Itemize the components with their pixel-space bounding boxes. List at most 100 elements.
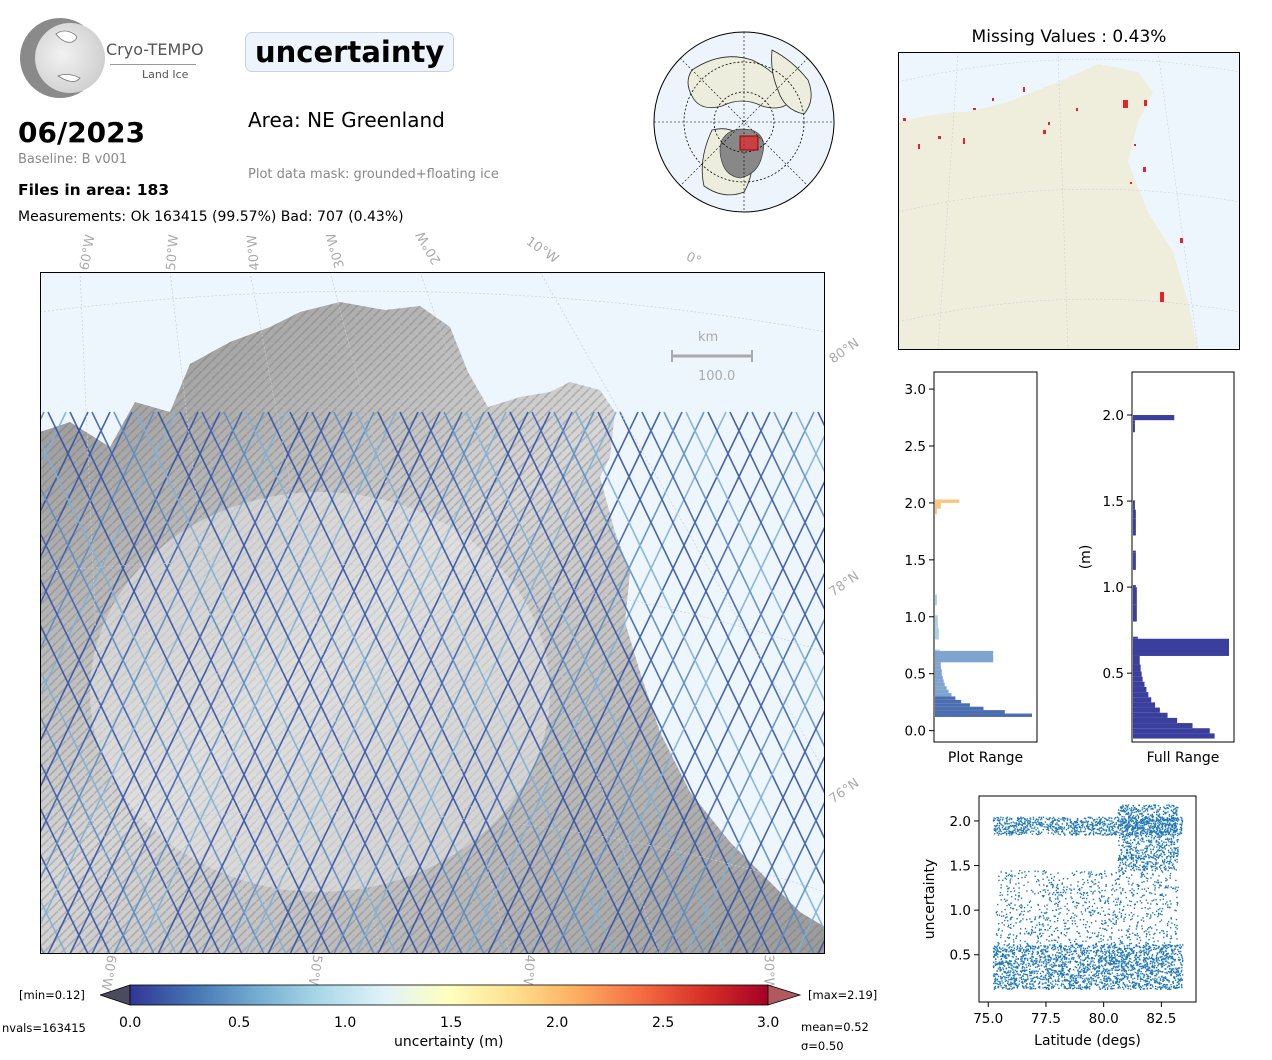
scatter-point: [1114, 967, 1117, 969]
scatter-point: [1077, 987, 1080, 990]
scatter-point: [1157, 909, 1160, 911]
scatter-point: [1136, 826, 1139, 828]
hist-bar: [1133, 676, 1143, 682]
scatter-point: [1162, 898, 1164, 900]
scatter-point: [1143, 954, 1146, 956]
scatter-point: [1105, 819, 1108, 821]
scatter-point: [1142, 920, 1145, 922]
scatter-point: [1000, 816, 1002, 818]
scatter-point: [1147, 845, 1149, 847]
scatter-point: [1051, 877, 1053, 880]
scatter-point: [1024, 959, 1026, 961]
scatter-point: [1061, 950, 1063, 953]
scatter-point: [1168, 860, 1171, 862]
scatter-point: [1153, 933, 1155, 935]
scatter-point: [1021, 975, 1024, 977]
scatter-point: [1166, 986, 1168, 988]
scatter-point: [1151, 813, 1153, 816]
scatter-point: [1023, 884, 1025, 887]
scatter-point: [1150, 949, 1152, 951]
scatter-point: [1130, 869, 1132, 871]
scatter-point: [1135, 811, 1137, 813]
scatter-point: [1138, 866, 1140, 869]
scatter-point: [1058, 974, 1061, 976]
scatter-point: [1047, 924, 1049, 926]
scatter-point: [1103, 817, 1106, 820]
scatter-point: [1077, 964, 1079, 966]
scatter-point: [1126, 955, 1129, 958]
scatter-point: [1105, 977, 1108, 980]
scatter-point: [1141, 815, 1143, 817]
scatter-point: [1181, 969, 1183, 972]
scatter-point: [1118, 963, 1120, 965]
scatter-point: [1077, 823, 1080, 826]
scatter-point: [1039, 908, 1041, 911]
scatter-point: [1032, 963, 1034, 965]
scatter-point: [1141, 965, 1144, 967]
scatter-point: [1109, 936, 1111, 938]
scatter-point: [1120, 893, 1122, 895]
scatter-point: [1045, 871, 1047, 873]
scatter-point: [1069, 888, 1071, 890]
logo-divider: [110, 64, 196, 65]
scatter-point: [1039, 977, 1041, 980]
scatter-point: [1075, 907, 1078, 909]
scatter-point: [1087, 907, 1089, 910]
scatter-point: [1016, 945, 1019, 947]
scatter-point: [1127, 808, 1129, 811]
scatter-point: [1003, 944, 1006, 946]
scatter-point: [1081, 826, 1083, 829]
scatter-point: [1105, 884, 1107, 886]
scatter-point: [1136, 829, 1138, 832]
scatter-point: [1177, 945, 1179, 947]
scatter-point: [1037, 970, 1039, 972]
scatter-point: [1152, 815, 1155, 818]
scatter-point: [1007, 970, 1009, 972]
scatter-point: [1112, 922, 1114, 925]
scatter-point: [1143, 820, 1145, 822]
scatter-point: [996, 982, 998, 985]
scatter-point: [1015, 935, 1018, 938]
scatter-point: [1130, 812, 1132, 815]
scatter-point: [1136, 938, 1138, 940]
scatter-point: [1100, 818, 1102, 820]
scatter-point: [1150, 960, 1152, 963]
scatter-point: [1048, 973, 1050, 976]
scatter-point: [1137, 815, 1140, 818]
scatter-point: [1022, 829, 1025, 832]
scatter-point: [1163, 936, 1165, 939]
scatter-point: [1021, 967, 1023, 969]
scatter-point: [1172, 824, 1174, 826]
scatter-point: [1142, 967, 1144, 969]
scatter-point: [1040, 935, 1042, 938]
scatter-point: [1141, 888, 1143, 891]
scatter-point: [1112, 981, 1114, 984]
scatter-point: [1133, 946, 1136, 949]
scatter-point: [1172, 957, 1174, 959]
scatter-point: [1018, 895, 1020, 898]
scatter-point: [1174, 849, 1176, 851]
scatter-point: [1007, 976, 1009, 979]
scatter-point: [1126, 842, 1128, 844]
scatter-point: [1000, 871, 1002, 873]
scatter-point: [1149, 818, 1152, 821]
scatter-point: [1057, 976, 1060, 978]
scatter-point: [1047, 826, 1049, 829]
scatter-point: [1170, 969, 1173, 971]
scatter-point: [1172, 823, 1175, 825]
scatter-point: [1112, 958, 1114, 960]
scatter-point: [1028, 963, 1031, 965]
scatter-point: [1073, 940, 1076, 943]
scatter-point: [1045, 911, 1048, 914]
scatter-point: [1089, 968, 1091, 971]
scatter-point: [1005, 878, 1008, 880]
scatter-point: [1164, 828, 1167, 830]
scatter-point: [1124, 948, 1126, 950]
scatter-point: [1007, 890, 1009, 893]
scatter-point: [1085, 902, 1087, 904]
scatter-point: [1057, 973, 1059, 975]
scatter-point: [1013, 972, 1015, 974]
scatter-point: [1082, 904, 1084, 907]
scatter-point: [1104, 988, 1106, 990]
scatter-point: [1012, 830, 1014, 832]
